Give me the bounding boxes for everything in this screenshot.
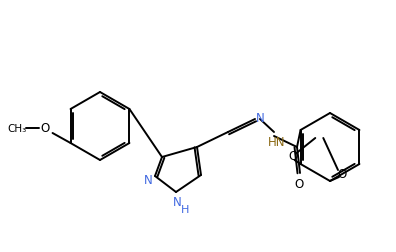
- Text: O: O: [40, 122, 49, 135]
- Text: O: O: [288, 150, 297, 163]
- Text: O: O: [337, 167, 346, 180]
- Text: O: O: [294, 177, 304, 190]
- Text: CH₃: CH₃: [7, 123, 26, 134]
- Text: N: N: [173, 196, 181, 209]
- Text: N: N: [256, 111, 265, 124]
- Text: H: H: [181, 204, 189, 214]
- Text: HN: HN: [268, 135, 286, 148]
- Text: N: N: [144, 173, 152, 186]
